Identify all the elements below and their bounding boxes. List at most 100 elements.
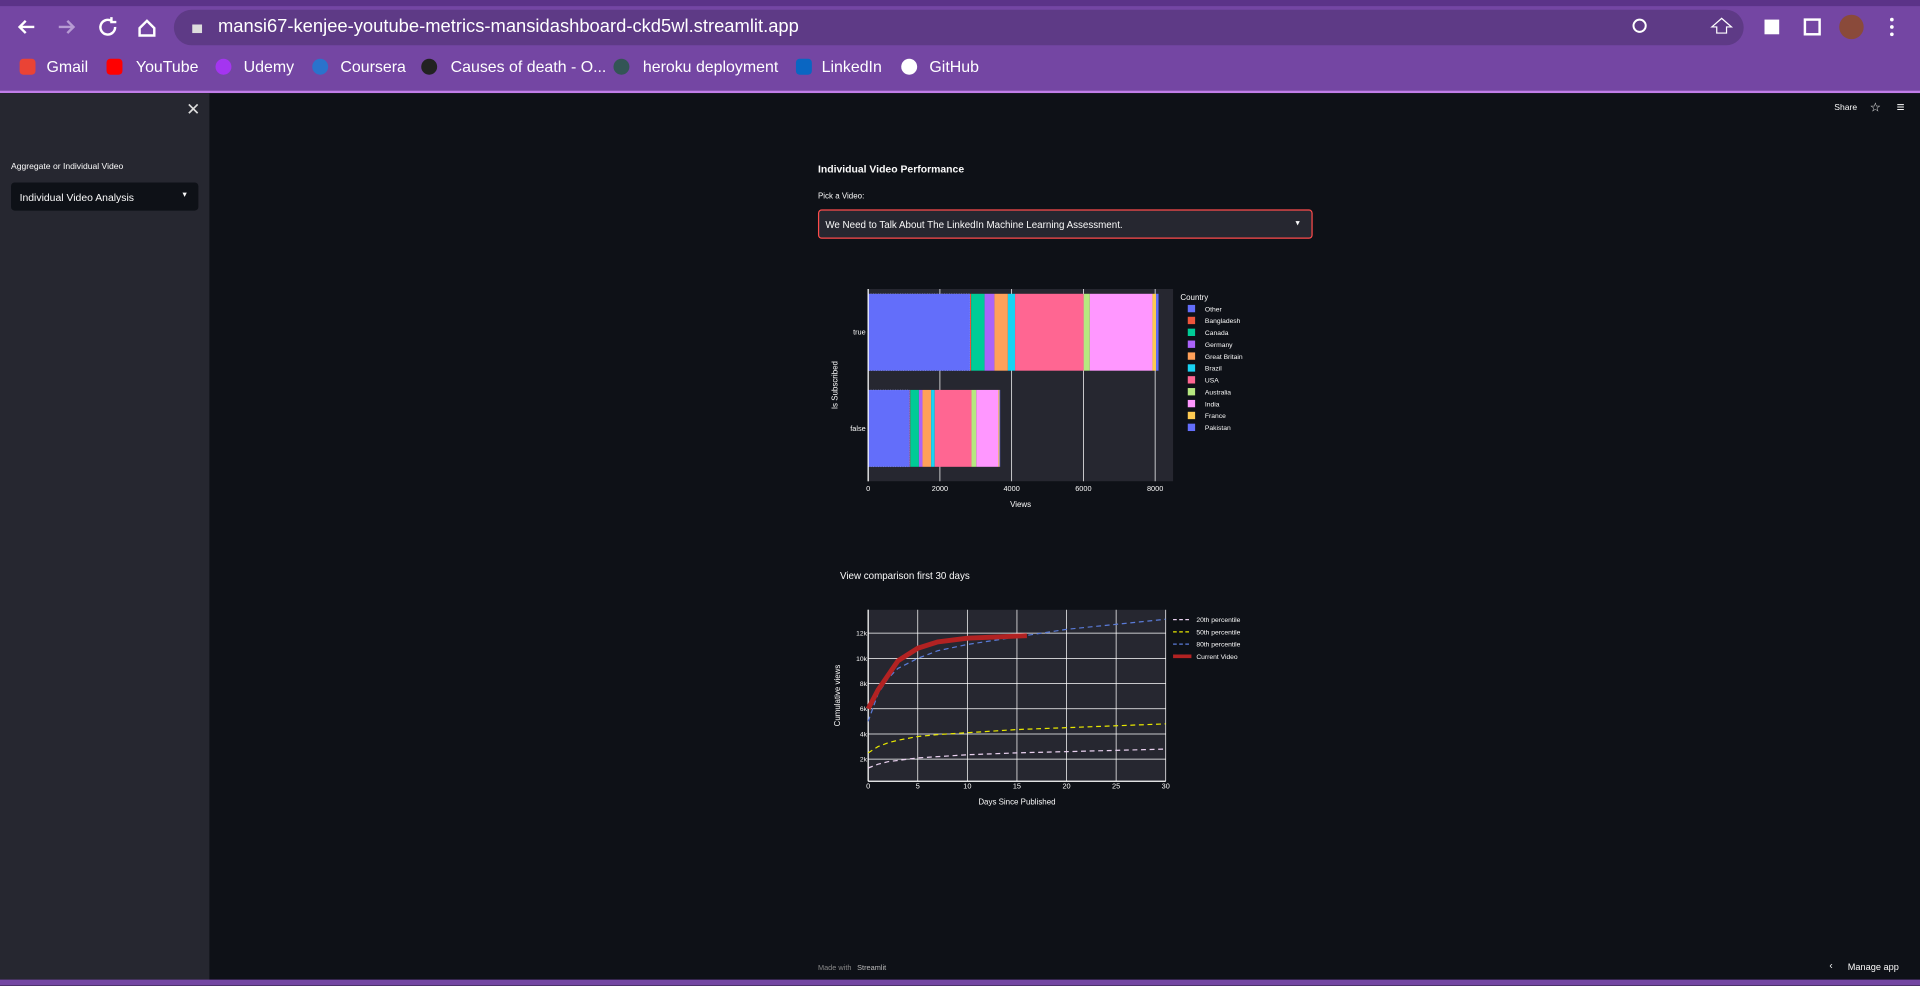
legend-label[interactable]: France: [1205, 413, 1226, 420]
bar-segment: [931, 389, 935, 467]
bar-segment: [971, 293, 985, 371]
bar-segment: [998, 389, 1000, 467]
sidebar-select[interactable]: [11, 182, 199, 211]
legend-label[interactable]: India: [1205, 401, 1220, 408]
legend-swatch[interactable]: [1187, 340, 1196, 348]
bookmark[interactable]: Causes of death - O...: [450, 57, 607, 76]
legend-label[interactable]: 50th percentile: [1196, 629, 1240, 636]
bar-segment: [1152, 293, 1157, 371]
forward-button[interactable]: [58, 19, 76, 34]
zoom-icon[interactable]: [1632, 18, 1647, 33]
x-tick-label: 4000: [1003, 484, 1019, 493]
series-line: [866, 633, 1027, 710]
x-tick-label: 2000: [932, 484, 948, 493]
legend-label[interactable]: Canada: [1205, 330, 1229, 337]
x-tick-label: 25: [1112, 782, 1120, 791]
x-tick-label: 5: [916, 782, 920, 791]
section-title: Individual Video Performance: [817, 162, 965, 176]
extensions-icon[interactable]: [1764, 19, 1780, 35]
x-axis-title: Days Since Published: [978, 797, 1055, 806]
star-icon[interactable]: [1710, 17, 1734, 34]
legend-swatch[interactable]: [1187, 328, 1196, 337]
bookmark-icon: [613, 58, 630, 75]
bookmark-icon: [421, 58, 438, 75]
share-button[interactable]: Share: [1834, 104, 1858, 113]
bookmark[interactable]: Udemy: [243, 57, 295, 76]
bar-segment: [970, 293, 972, 371]
series-line: [867, 618, 1166, 722]
legend-label[interactable]: Great Britain: [1205, 354, 1243, 361]
manage-app[interactable]: Manage app: [1847, 961, 1899, 973]
legend-swatch[interactable]: [1187, 316, 1196, 325]
legend-label[interactable]: USA: [1205, 378, 1219, 385]
y-tick-label: 10k: [856, 656, 867, 663]
bookmark-icon: [312, 58, 329, 75]
close-sidebar[interactable]: ✕: [186, 99, 201, 119]
toolbar-icons: [17, 9, 1894, 46]
sidebar-select-value: Individual Video Analysis: [19, 191, 134, 204]
bar-segment: [984, 293, 995, 371]
reload-button[interactable]: [99, 17, 117, 36]
legend-label[interactable]: Current Video: [1196, 654, 1238, 661]
legend-swatch[interactable]: [1187, 388, 1196, 396]
bar-segment: [867, 389, 910, 467]
menu-dot[interactable]: [1890, 17, 1894, 22]
legend-swatch[interactable]: [1187, 376, 1196, 384]
legend-swatch[interactable]: [1187, 399, 1196, 408]
footer-brand[interactable]: Streamlit: [857, 964, 887, 973]
legend-label[interactable]: Australia: [1205, 389, 1231, 396]
star-button[interactable]: ☆: [1869, 101, 1881, 116]
legend-swatch[interactable]: [1187, 304, 1196, 313]
x-tick-label: 30: [1162, 782, 1170, 791]
url-text[interactable]: mansi67-kenjee-youtube-metrics-mansidash…: [217, 15, 799, 37]
y-axis-title: Cumulative views: [833, 665, 842, 727]
bookmark-icon: [106, 58, 123, 75]
address-bar[interactable]: [173, 9, 1744, 46]
bookmark[interactable]: Coursera: [340, 57, 406, 76]
bookmark[interactable]: GitHub: [929, 57, 979, 76]
bar-segment: [934, 389, 972, 467]
main-menu[interactable]: ≡: [1896, 100, 1905, 116]
footer-made-with: Made with: [817, 964, 852, 973]
y-axis-title: Is Subscribed: [831, 361, 840, 409]
bar-segment: [971, 389, 977, 467]
x-tick-label: 0: [866, 484, 870, 493]
bookmark[interactable]: heroku deployment: [642, 57, 779, 76]
legend-label[interactable]: 80th percentile: [1196, 642, 1240, 649]
video-select-value: We Need to Talk About The LinkedIn Machi…: [825, 219, 1123, 231]
legend-label[interactable]: 20th percentile: [1196, 617, 1240, 624]
bookmark-icon: [901, 58, 918, 75]
legend-swatch[interactable]: [1187, 364, 1196, 372]
legend-label[interactable]: Bangladesh: [1205, 318, 1241, 325]
legend-label[interactable]: Pakistan: [1205, 425, 1231, 432]
legend-swatch[interactable]: [1187, 423, 1196, 432]
home-button[interactable]: [138, 19, 156, 37]
bookmark[interactable]: LinkedIn: [821, 57, 882, 76]
x-tick-label: 10: [963, 782, 971, 791]
legend-swatch[interactable]: [1187, 411, 1196, 420]
back-button[interactable]: [17, 19, 35, 34]
legend-label[interactable]: Other: [1205, 306, 1223, 313]
bar-segment: [994, 293, 1008, 371]
y-tick-label: false: [850, 424, 865, 433]
bookmark[interactable]: YouTube: [135, 57, 199, 76]
y-tick-label: 2k: [860, 757, 868, 764]
legend-label[interactable]: Brazil: [1205, 366, 1222, 373]
menu-dot[interactable]: [1890, 32, 1894, 37]
video-select[interactable]: [817, 209, 1313, 239]
bookmark-icon: [795, 58, 812, 75]
legend-swatch[interactable]: [1187, 352, 1196, 360]
y-tick-label: 8k: [860, 681, 868, 688]
menu-dot[interactable]: [1890, 25, 1894, 29]
bookmark-icon: [19, 58, 36, 75]
profile-avatar[interactable]: [1839, 14, 1864, 40]
legend-label[interactable]: Germany: [1205, 342, 1233, 349]
bookmark[interactable]: Gmail: [46, 57, 89, 76]
bar-segment: [999, 389, 1001, 467]
manage-app-caret[interactable]: ‹: [1829, 960, 1833, 972]
sidepanel-icon[interactable]: [1803, 18, 1821, 36]
chart-title: View comparison first 30 days: [840, 571, 970, 582]
